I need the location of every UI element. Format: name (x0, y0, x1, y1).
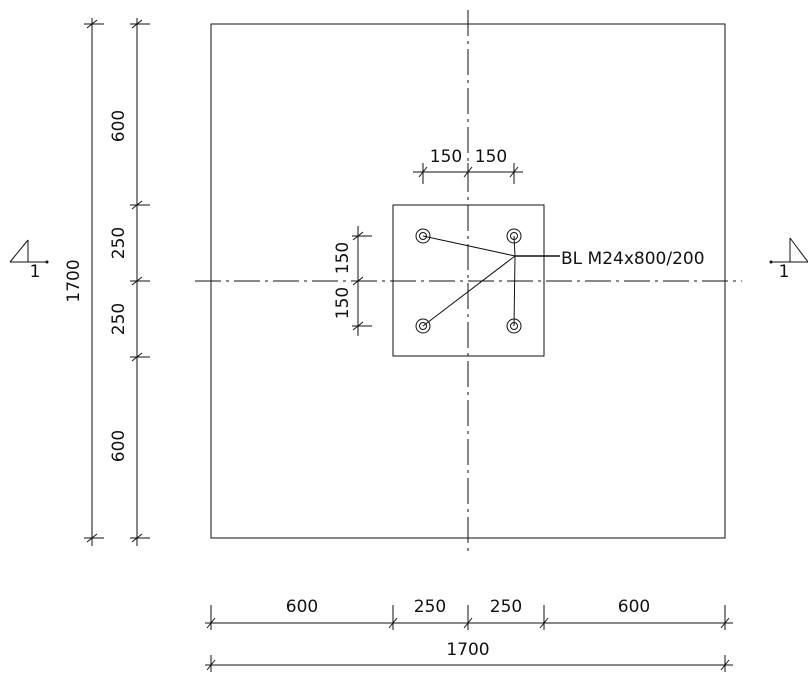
dimension-label: 250 (109, 303, 129, 335)
bottom-total-dimension (205, 655, 733, 672)
section-mark-right (769, 237, 808, 264)
bottom-dimension-chain (205, 605, 733, 630)
dimension-label: 600 (109, 110, 129, 142)
dimension-label: 150 (430, 147, 462, 167)
dimension-label: 150 (475, 147, 507, 167)
dimension-label: 250 (490, 597, 522, 617)
dimension-label: 1700 (64, 259, 84, 302)
dimension-label: 1700 (446, 640, 489, 660)
bolt-leader-lines (422, 235, 560, 327)
section-mark-left (9, 239, 49, 264)
bolt-label: BL M24x800/200 (561, 249, 705, 269)
left-total-dimension (84, 18, 104, 546)
left-inner-dimension-chain (130, 18, 150, 546)
dimension-label: 600 (286, 597, 318, 617)
top-bolt-dimension-line (413, 163, 523, 184)
anchor-bolt (415, 318, 431, 334)
dimension-label: 250 (414, 597, 446, 617)
section-mark-label: 1 (30, 262, 41, 282)
dimension-label: 600 (618, 597, 650, 617)
left-bolt-dimension-line (352, 226, 372, 336)
dimension-label: 250 (109, 227, 129, 259)
dimension-label: 600 (109, 430, 129, 462)
section-mark-label: 1 (779, 262, 790, 282)
anchor-bolt (415, 228, 431, 244)
dimension-label: 150 (333, 287, 353, 319)
dimension-label: 150 (333, 242, 353, 274)
